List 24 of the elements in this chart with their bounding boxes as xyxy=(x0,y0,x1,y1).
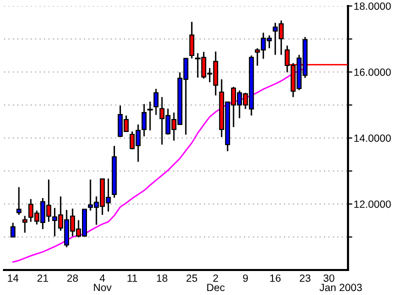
x-tick-label: 21 xyxy=(37,274,48,282)
candlestick xyxy=(16,186,22,216)
candlestick xyxy=(189,21,194,60)
x-tick-label: 9 xyxy=(243,274,248,282)
candlestick xyxy=(22,215,28,234)
candlestick xyxy=(142,103,147,138)
candlestick xyxy=(154,88,159,116)
x-tick-label: 2 Dec xyxy=(207,274,225,292)
x-tick-label: 23 xyxy=(300,274,310,282)
candlestick xyxy=(147,101,153,132)
x-tick-label: 28 xyxy=(67,274,78,282)
x-tick-label: 18 xyxy=(156,274,168,282)
y-tick-label: 18.0000 xyxy=(354,2,391,10)
y-tick-label: 12.0000 xyxy=(354,200,391,208)
x-tick-label: 16 xyxy=(270,274,281,282)
x-tick-label: 14 xyxy=(8,274,18,282)
y-tick-label: 14.0000 xyxy=(354,134,391,142)
x-tick-label: 30 xyxy=(324,274,334,282)
x-tick-label: 4 Nov xyxy=(94,274,112,292)
candlestick xyxy=(10,222,16,238)
y-tick-label: 16.0000 xyxy=(354,68,391,76)
x-tick-label: Jan 2003 xyxy=(320,284,362,292)
x-tick-label: 11 xyxy=(128,274,138,282)
x-tick-label: 25 xyxy=(186,274,198,282)
